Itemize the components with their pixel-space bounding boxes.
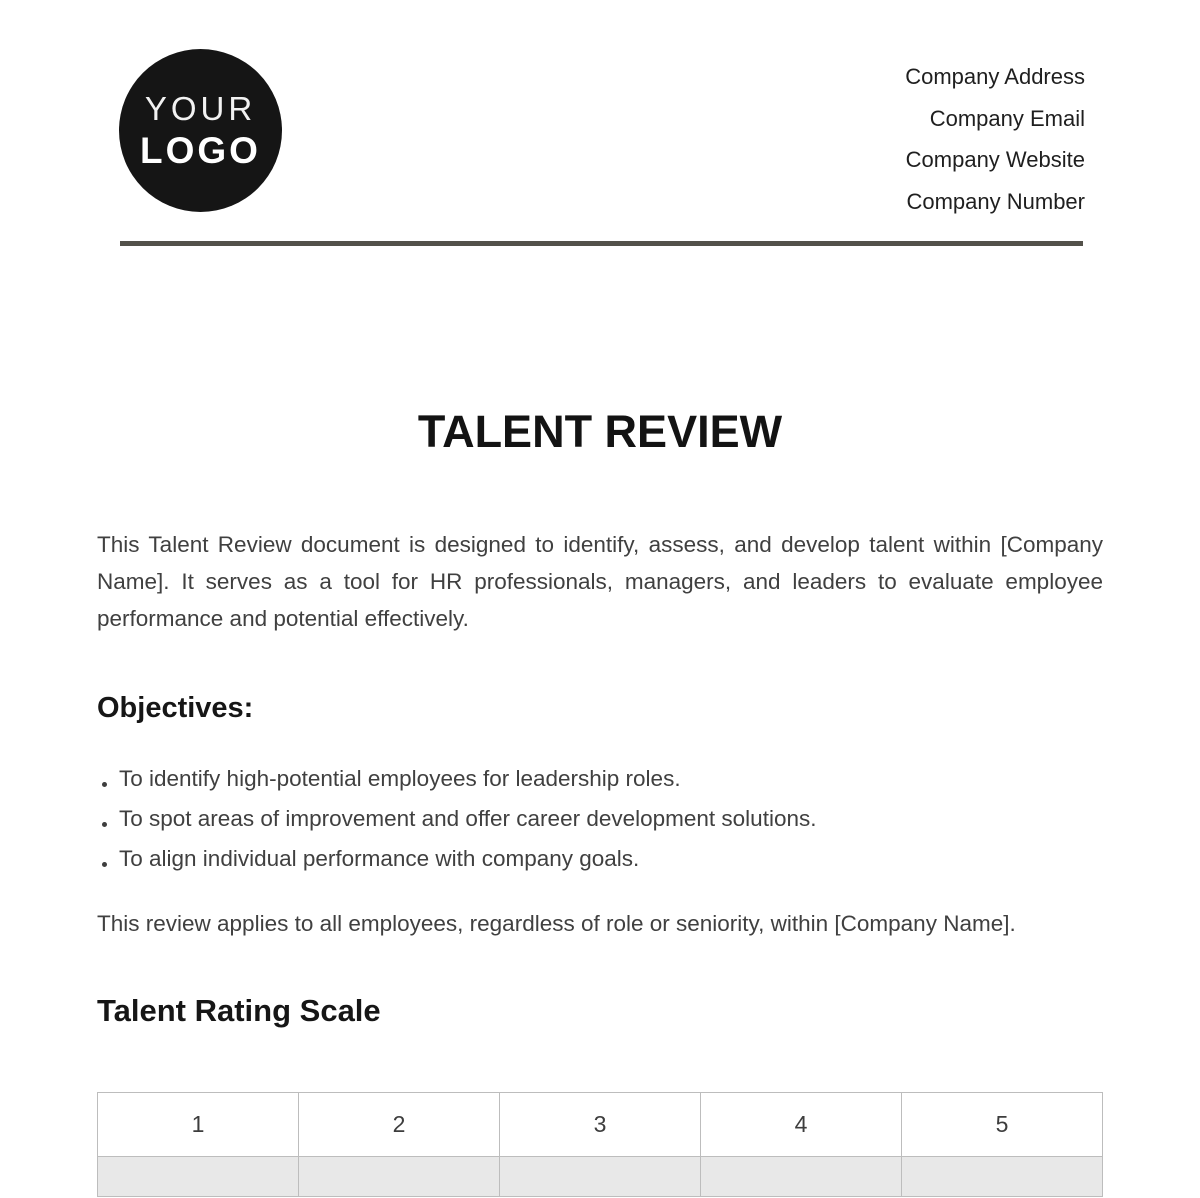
list-item-text: To spot areas of improvement and offer c… <box>119 806 817 831</box>
logo-text-logo: LOGO <box>140 129 261 171</box>
clipped-cell <box>499 1156 701 1197</box>
page-title: TALENT REVIEW <box>417 406 783 457</box>
clipped-cell <box>901 1156 1103 1197</box>
rating-cell-4: 4 <box>700 1092 902 1157</box>
list-item-text: To identify high-potential employees for… <box>119 766 681 791</box>
intro-paragraph: This Talent Review document is designed … <box>97 532 1103 631</box>
list-item-text: To align individual performance with com… <box>119 846 640 871</box>
rating-cell-5: 5 <box>901 1092 1103 1157</box>
rating-cell-1: 1 <box>97 1092 299 1157</box>
list-item: To align individual performance with com… <box>97 839 1103 879</box>
bullet-dot <box>102 862 107 867</box>
rating-cell-3: 3 <box>499 1092 701 1157</box>
document-header: YOUR LOGO Company Address Company Email … <box>0 0 1200 214</box>
logo-text-your: YOUR <box>144 89 257 127</box>
header-divider <box>120 241 1083 246</box>
table-row-clipped <box>97 1156 1103 1197</box>
objectives-heading: Objectives: <box>97 692 254 724</box>
company-address: Company Address <box>905 64 1085 89</box>
list-item: To spot areas of improvement and offer c… <box>97 799 1103 839</box>
scope-paragraph: This review applies to all employees, re… <box>97 911 1016 936</box>
company-logo: YOUR LOGO <box>119 49 282 212</box>
clipped-cell <box>298 1156 500 1197</box>
objectives-list: To identify high-potential employees for… <box>97 759 1103 879</box>
company-website: Company Website <box>905 147 1085 172</box>
list-item: To identify high-potential employees for… <box>97 759 1103 799</box>
rating-scale-heading: Talent Rating Scale <box>97 993 381 1028</box>
clipped-cell <box>97 1156 299 1197</box>
clipped-cell <box>700 1156 902 1197</box>
company-contact-block: Company Address Company Email Company We… <box>905 56 1085 222</box>
bullet-dot <box>102 822 107 827</box>
rating-cell-2: 2 <box>298 1092 500 1157</box>
table-row: 1 2 3 4 5 <box>97 1092 1103 1157</box>
rating-scale-table: 1 2 3 4 5 <box>97 1092 1103 1197</box>
bullet-dot <box>102 782 107 787</box>
company-number: Company Number <box>906 188 1085 214</box>
company-email: Company Email <box>929 105 1085 131</box>
